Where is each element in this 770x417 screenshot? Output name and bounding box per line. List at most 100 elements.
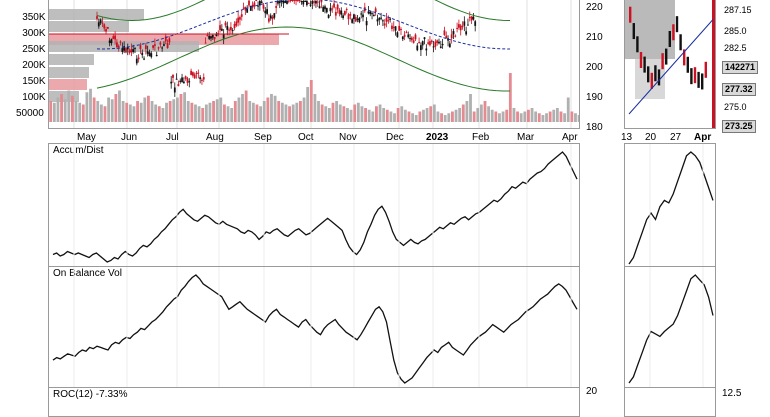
candle-body [108,40,111,43]
mini-candle [672,24,675,41]
volume-bar [414,115,418,122]
volume-bar [165,102,168,122]
candle-body [410,37,413,41]
volume-bar [244,90,248,122]
volume-bar [360,106,364,122]
candle-body [371,13,373,15]
candle-body [331,8,334,10]
candle-body [380,17,382,19]
volume-bar [494,111,498,122]
bollinger-upper [96,0,511,22]
candle-body [362,14,364,18]
volume-bar [335,101,339,122]
main-price-chart [49,0,579,128]
volume-bar [367,109,371,122]
candle-body [262,4,265,9]
mini-last-bar [712,0,715,128]
volume-by-price-bar [49,21,129,32]
accum-dist-mini-panel [624,143,716,267]
candle-body [342,15,344,18]
volume-bar [389,111,393,122]
candle-body [126,47,129,50]
candle-body [258,1,261,6]
candle-body [101,22,104,24]
candle-body [119,41,122,43]
candle-body [315,1,317,4]
volume-by-price-bar [49,91,79,102]
volume-bar [436,111,440,122]
obv-mini-panel [624,266,716,388]
volume-bar [223,104,226,122]
candle-body [184,76,187,79]
candle-body [320,0,323,3]
volume-bar [320,104,324,122]
volume-bar [512,108,516,122]
volume-bar [132,106,136,122]
volume-bar [490,109,494,122]
candle-body [235,21,238,26]
volume-bar [280,102,284,122]
candle-body [164,36,167,42]
candle-body [139,45,142,49]
accum-dist-mini-line [628,151,714,265]
volume-bar [527,109,530,122]
volume-bar [197,106,201,122]
volume-bar [393,113,396,122]
candle-body [237,17,240,23]
volume-bar [288,106,291,122]
mini-price-tag: 142271 [722,61,759,74]
volume-bar [172,99,176,122]
candle-body [260,1,263,4]
candle-body [211,35,214,38]
candle-body [459,25,462,31]
candle-body [434,41,437,47]
volume-bar [451,111,454,122]
candle-body [230,26,232,31]
candle-body [401,36,404,40]
x-axis-tick: Apr [562,132,578,143]
candle-body [228,29,230,31]
candle-body [224,22,227,26]
volume-bar [425,108,429,122]
candle-body [210,36,212,39]
volume-bar [403,109,407,122]
volume-bar [385,109,389,122]
candle-body [269,15,272,19]
candle-body [425,48,428,51]
obv-panel: On Balance Vol [48,266,580,388]
candle-body [325,8,328,13]
candle-body [385,17,388,22]
candle-body [405,32,408,34]
volume-bar [447,113,451,122]
candle-body [296,0,299,1]
x-axis-tick: 2023 [426,132,449,143]
mini-candle [643,56,646,73]
candle-body [309,4,312,6]
volume-bar [501,111,505,122]
candle-body [412,40,415,43]
candle-body [452,31,455,35]
candle-body [132,49,135,53]
candle-body [242,7,245,9]
candle-body [465,31,468,35]
mini-x-axis-tick: 27 [670,132,682,143]
candle-body [445,35,448,39]
candle-body [407,34,410,38]
volume-bar [382,108,386,122]
candle-body [268,18,270,22]
mini-candle [675,16,679,33]
accum-dist-chart [52,144,578,266]
candle-body [324,6,326,10]
roc-label: ROC(12) -7.33% [53,389,128,400]
volume-bar [179,94,183,122]
obv-mini-chart [628,267,714,387]
candle-body [166,43,169,49]
volume-bar [71,95,74,122]
candle-body [474,21,477,26]
candle-body [436,40,439,43]
volume-bar [331,102,335,122]
volume-bar [338,104,342,122]
candle-body [293,0,296,1]
x-axis-tick: Sep [254,132,272,143]
mini-candle [657,69,661,86]
